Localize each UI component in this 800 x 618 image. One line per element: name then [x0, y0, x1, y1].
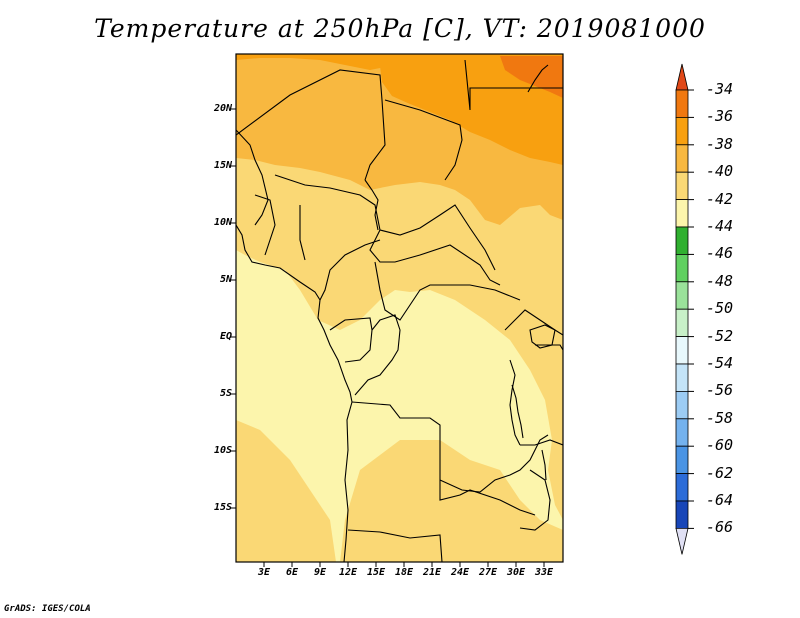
temperature-field [236, 54, 563, 562]
border-east [504, 309, 563, 336]
lon-label: 6E [285, 567, 299, 578]
colorbar-swatch [675, 253, 689, 283]
lon-label: 21E [422, 567, 442, 578]
chad-border [364, 179, 379, 231]
colorbar-swatch [675, 445, 689, 475]
border-cameroon [319, 239, 381, 301]
lake-tanganyika [511, 384, 524, 439]
colorbar-level-label: -46 [706, 244, 734, 263]
lon-label: 27E [478, 567, 498, 578]
colorbar-swatch [675, 226, 689, 255]
colorbar-level-label: -62 [706, 463, 734, 482]
colorbar-level-label: -52 [706, 326, 734, 345]
border-moz [519, 469, 551, 531]
red-sea-coast [527, 64, 549, 93]
lon-label: 12E [338, 567, 358, 578]
colorbar-swatch [675, 199, 689, 228]
west-coast-north [236, 129, 269, 226]
colorbar-level-label: -66 [706, 518, 734, 537]
lake-malawi [541, 449, 547, 481]
lat-label: 15N [213, 160, 232, 171]
country-borders [236, 59, 563, 562]
colorbar-level-label: -54 [706, 354, 734, 372]
lon-label: 33E [534, 567, 554, 578]
lon-label: 15E [366, 567, 386, 578]
border-angola [351, 401, 536, 516]
colorbar-level-label: -50 [706, 299, 734, 318]
west-africa-coast [236, 224, 353, 562]
nigeria-border [299, 205, 306, 261]
border-central [379, 204, 496, 271]
lon-label: 3E [257, 567, 271, 578]
border-lakes [509, 359, 521, 446]
colorbar-level-label: -36 [706, 107, 734, 126]
colorbar-swatch [675, 336, 689, 365]
colorbar-level-label: -64 [706, 491, 734, 509]
colorbar-swatch [675, 390, 689, 420]
colorbar-level-label: -40 [706, 162, 734, 181]
border-sahel [274, 174, 501, 286]
colorbar-swatch [675, 418, 689, 447]
colorbar-swatch [675, 308, 689, 338]
colorbar-swatch [675, 500, 689, 529]
lake-victoria [529, 324, 556, 349]
axis-ticks [231, 108, 545, 567]
lat-label: 5N [219, 274, 232, 285]
grads-credit: GrADS: IGES/COLA [4, 604, 91, 614]
field-band-36-38-east [380, 56, 563, 165]
lat-label: 20N [213, 103, 232, 114]
border-east-2 [535, 344, 563, 351]
colorbar-level-label: -58 [706, 408, 734, 427]
lat-label: 15S [213, 502, 232, 513]
colorbar-swatch [675, 281, 689, 310]
colorbar-level-label: -44 [706, 217, 734, 235]
map-title: Temperature at 250hPa [C], VT: 201908100… [94, 14, 706, 43]
guinea-borders [254, 194, 276, 256]
colorbar-level-label: -48 [706, 271, 734, 290]
lat-label: 10N [213, 217, 232, 228]
colorbar-level-label: -60 [706, 436, 734, 455]
border-tanzania [520, 439, 563, 446]
colorbar-top-arrow [675, 63, 689, 91]
border-north-2 [384, 99, 463, 181]
field-band-40-42-sw [236, 420, 336, 562]
colorbar-swatch [675, 89, 689, 118]
lon-label: 30E [506, 567, 526, 578]
border-north-3 [464, 59, 563, 111]
lon-label: 18E [394, 567, 414, 578]
colorbar-level-label: -34 [706, 80, 734, 98]
colorbar [675, 63, 694, 555]
colorbar-swatch [675, 363, 689, 392]
border-north-1 [236, 69, 386, 181]
lon-label: 9E [313, 567, 327, 578]
lat-label: EQ [219, 331, 232, 342]
colorbar-swatch [675, 144, 689, 173]
field-band-40-42-south [340, 440, 563, 562]
border-zambia [439, 434, 549, 493]
lat-label: 10S [213, 445, 232, 456]
border-drc-west [354, 314, 401, 396]
colorbar-swatch [675, 171, 689, 200]
border-congo-north [374, 261, 521, 321]
border-angola-south [347, 529, 443, 562]
lon-label: 24E [450, 567, 470, 578]
colorbar-level-label: -56 [706, 381, 734, 400]
map-frame [235, 53, 564, 563]
colorbar-bottom-arrow [675, 528, 689, 555]
colorbar-level-label: -38 [706, 134, 734, 153]
colorbar-level-label: -42 [706, 189, 734, 208]
lat-label: 5S [219, 388, 232, 399]
colorbar-swatch [675, 473, 689, 502]
colorbar-swatch [675, 117, 689, 146]
